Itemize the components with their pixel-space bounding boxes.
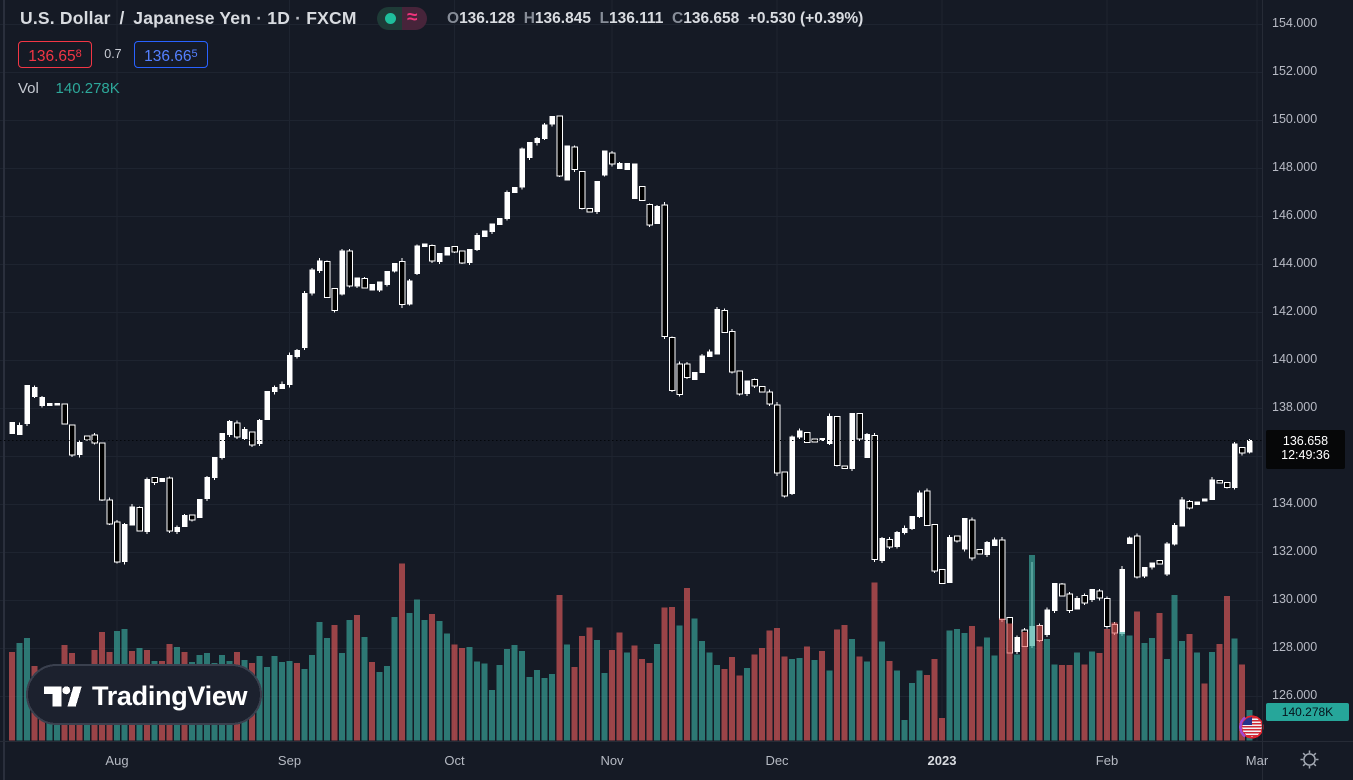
svg-text:TradingView: TradingView [92,681,249,711]
